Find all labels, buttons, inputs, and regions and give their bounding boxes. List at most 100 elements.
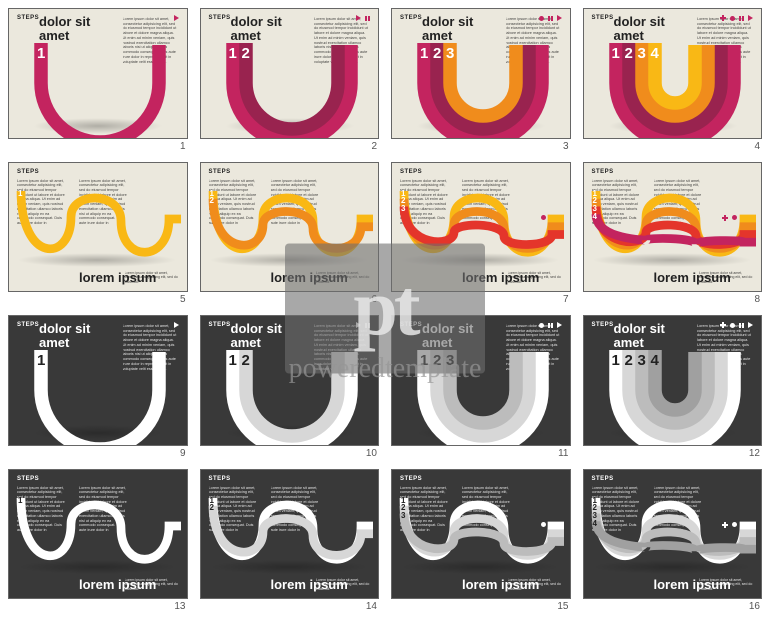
w-shape <box>392 163 571 293</box>
slide-index: 9 <box>8 446 188 459</box>
w-shape <box>392 470 571 600</box>
perforation <box>418 39 457 43</box>
w-shape <box>584 470 763 600</box>
perforation <box>226 39 252 43</box>
slide-thumbnail[interactable]: STEPSLorem ipsum dolor sit amet, consect… <box>391 162 571 293</box>
slide-cell: STEPSdolor sitametLorem ipsum dolor sit … <box>583 315 763 459</box>
step-number: 4 <box>593 212 597 221</box>
slide-index: 10 <box>200 446 380 459</box>
slide-cell: STEPSLorem ipsum dolor sit amet, consect… <box>200 469 380 613</box>
slide-index: 2 <box>200 139 380 152</box>
step-number: 4 <box>593 519 597 528</box>
step-number: 1 <box>18 189 22 198</box>
template-grid: STEPSdolor sitametLorem ipsum dolor sit … <box>0 0 770 620</box>
slide-thumbnail[interactable]: STEPSLorem ipsum dolor sit amet, consect… <box>583 162 763 293</box>
slide-cell: STEPSLorem ipsum dolor sit amet, consect… <box>8 162 188 306</box>
step-number: 3 <box>638 45 646 62</box>
slide-cell: STEPSLorem ipsum dolor sit amet, consect… <box>583 162 763 306</box>
w-shape <box>584 163 763 293</box>
perforation <box>609 346 661 350</box>
slide-cell: STEPSLorem ipsum dolor sit amet, consect… <box>8 469 188 613</box>
slide-cell: STEPSdolor sitametLorem ipsum dolor sit … <box>200 8 380 152</box>
slide-cell: STEPSdolor sitametLorem ipsum dolor sit … <box>391 315 571 459</box>
slide-index: 7 <box>391 292 571 305</box>
slide-thumbnail[interactable]: STEPSdolor sitametLorem ipsum dolor sit … <box>200 8 380 139</box>
slide-index: 16 <box>583 599 763 612</box>
perforation <box>35 39 48 43</box>
step-number: 1 <box>612 352 620 369</box>
u-shape <box>584 9 763 139</box>
slide-cell: STEPSdolor sitametLorem ipsum dolor sit … <box>391 8 571 152</box>
perforation <box>35 346 48 350</box>
slide-thumbnail[interactable]: STEPSLorem ipsum dolor sit amet, consect… <box>200 469 380 600</box>
slide-cell: STEPSLorem ipsum dolor sit amet, consect… <box>391 162 571 306</box>
u-shape <box>9 316 188 446</box>
step-number: 1 <box>420 45 428 62</box>
step-number: 1 <box>229 45 237 62</box>
slide-index: 8 <box>583 292 763 305</box>
w-shape <box>201 163 380 293</box>
slide-index: 5 <box>8 292 188 305</box>
slide-cell: STEPSLorem ipsum dolor sit amet, consect… <box>391 469 571 613</box>
step-number: 2 <box>625 352 633 369</box>
slide-thumbnail[interactable]: STEPSdolor sitametLorem ipsum dolor sit … <box>391 8 571 139</box>
step-number: 3 <box>401 511 405 520</box>
step-number: 3 <box>401 204 405 213</box>
step-number: 3 <box>446 352 454 369</box>
slide-cell: STEPSdolor sitametLorem ipsum dolor sit … <box>583 8 763 152</box>
slide-index: 11 <box>391 446 571 459</box>
step-number: 2 <box>210 196 214 205</box>
perforation <box>418 346 457 350</box>
step-number: 3 <box>446 45 454 62</box>
slide-thumbnail[interactable]: STEPSLorem ipsum dolor sit amet, consect… <box>391 469 571 600</box>
slide-index: 12 <box>583 446 763 459</box>
slide-thumbnail[interactable]: STEPSdolor sitametLorem ipsum dolor sit … <box>583 8 763 139</box>
slide-thumbnail[interactable]: STEPSdolor sitametLorem ipsum dolor sit … <box>583 315 763 446</box>
w-shape <box>9 163 188 293</box>
slide-thumbnail[interactable]: STEPSdolor sitametLorem ipsum dolor sit … <box>8 8 188 139</box>
slide-cell: STEPSLorem ipsum dolor sit amet, consect… <box>583 469 763 613</box>
step-number: 2 <box>433 352 441 369</box>
slide-cell: STEPSdolor sitametLorem ipsum dolor sit … <box>200 315 380 459</box>
slide-cell: STEPSdolor sitametLorem ipsum dolor sit … <box>8 315 188 459</box>
slide-thumbnail[interactable]: STEPSLorem ipsum dolor sit amet, consect… <box>200 162 380 293</box>
slide-index: 4 <box>583 139 763 152</box>
step-number: 1 <box>18 496 22 505</box>
slide-thumbnail[interactable]: STEPSdolor sitametLorem ipsum dolor sit … <box>391 315 571 446</box>
perforation <box>226 346 252 350</box>
step-number: 4 <box>651 352 659 369</box>
u-shape <box>392 316 571 446</box>
slide-index: 3 <box>391 139 571 152</box>
u-shape <box>9 9 188 139</box>
slide-thumbnail[interactable]: STEPSLorem ipsum dolor sit amet, consect… <box>8 469 188 600</box>
step-number: 2 <box>433 45 441 62</box>
step-number: 2 <box>242 352 250 369</box>
slide-cell: STEPSLorem ipsum dolor sit amet, consect… <box>200 162 380 306</box>
u-shape <box>584 316 763 446</box>
slide-cell: STEPSdolor sitametLorem ipsum dolor sit … <box>8 8 188 152</box>
step-number: 2 <box>242 45 250 62</box>
slide-thumbnail[interactable]: STEPSLorem ipsum dolor sit amet, consect… <box>8 162 188 293</box>
slide-index: 13 <box>8 599 188 612</box>
step-number: 1 <box>37 352 45 369</box>
slide-index: 14 <box>200 599 380 612</box>
u-shape <box>201 9 380 139</box>
w-shape <box>9 470 188 600</box>
slide-index: 1 <box>8 139 188 152</box>
slide-thumbnail[interactable]: STEPSLorem ipsum dolor sit amet, consect… <box>583 469 763 600</box>
u-shape <box>201 316 380 446</box>
step-number: 4 <box>651 45 659 62</box>
slide-thumbnail[interactable]: STEPSdolor sitametLorem ipsum dolor sit … <box>8 315 188 446</box>
step-number: 3 <box>638 352 646 369</box>
slide-index: 6 <box>200 292 380 305</box>
slide-thumbnail[interactable]: STEPSdolor sitametLorem ipsum dolor sit … <box>200 315 380 446</box>
step-number: 1 <box>420 352 428 369</box>
step-number: 1 <box>37 45 45 62</box>
step-number: 1 <box>612 45 620 62</box>
step-number: 2 <box>625 45 633 62</box>
slide-index: 15 <box>391 599 571 612</box>
w-shape <box>201 470 380 600</box>
step-number: 1 <box>229 352 237 369</box>
step-number: 2 <box>210 503 214 512</box>
u-shape <box>392 9 571 139</box>
